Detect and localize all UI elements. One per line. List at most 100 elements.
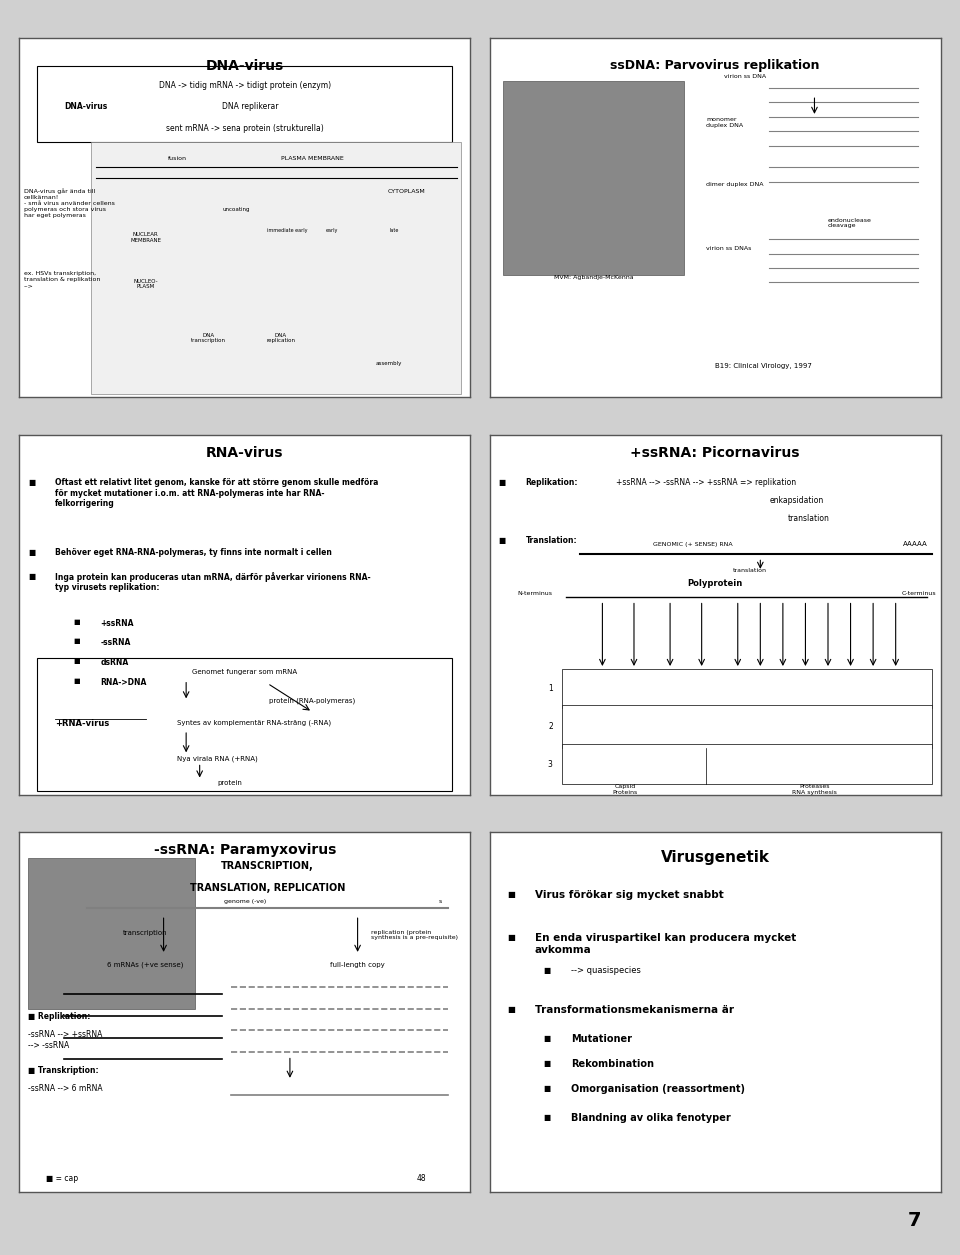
Text: protein (RNA-polymeras): protein (RNA-polymeras) <box>270 698 355 704</box>
Text: 3: 3 <box>548 759 553 769</box>
Text: NUCLEO-
PLASM: NUCLEO- PLASM <box>133 279 157 290</box>
FancyBboxPatch shape <box>91 142 462 394</box>
FancyBboxPatch shape <box>562 744 932 784</box>
Text: PLASMA MEMBRANE: PLASMA MEMBRANE <box>281 157 344 162</box>
Text: ■: ■ <box>28 548 36 557</box>
Text: Capsid
Proteins: Capsid Proteins <box>612 784 637 794</box>
Text: dsRNA: dsRNA <box>101 658 129 668</box>
FancyBboxPatch shape <box>28 857 195 1009</box>
Text: dimer duplex DNA: dimer duplex DNA <box>707 182 763 187</box>
Text: NUCLEAR
MEMBRANE: NUCLEAR MEMBRANE <box>130 232 161 242</box>
Text: ■: ■ <box>543 1084 551 1093</box>
Text: replication (protein
synthesis is a pre-requisite): replication (protein synthesis is a pre-… <box>372 930 458 940</box>
Text: ■: ■ <box>508 890 516 899</box>
Text: DNA
replication: DNA replication <box>266 333 296 344</box>
Text: ■: ■ <box>498 478 506 487</box>
Text: early: early <box>326 228 338 233</box>
Text: Rekombination: Rekombination <box>571 1059 654 1069</box>
Text: ■: ■ <box>28 572 36 581</box>
Text: DNA-virus går ända till
cellkärnan!
- små virus använder cellens
polymeras och s: DNA-virus går ända till cellkärnan! - sm… <box>24 188 114 217</box>
FancyBboxPatch shape <box>503 80 684 275</box>
Text: -ssRNA --> +ssRNA
--> -ssRNA: -ssRNA --> +ssRNA --> -ssRNA <box>28 1030 103 1049</box>
Text: GENOMIC (+ SENSE) RNA: GENOMIC (+ SENSE) RNA <box>653 542 732 547</box>
Text: +ssRNA: Picornavirus: +ssRNA: Picornavirus <box>631 446 800 459</box>
Text: ■: ■ <box>543 1034 551 1043</box>
Text: ■: ■ <box>508 1005 516 1014</box>
Text: uncoating: uncoating <box>222 207 250 212</box>
Text: monomer
duplex DNA: monomer duplex DNA <box>707 117 743 128</box>
Text: translation: translation <box>733 569 767 574</box>
Text: -ssRNA: Paramyxovirus: -ssRNA: Paramyxovirus <box>154 843 336 857</box>
Text: enkapsidation: enkapsidation <box>769 496 824 506</box>
Text: ■: ■ <box>543 1059 551 1068</box>
Text: MVM: Agbandje-McKenna: MVM: Agbandje-McKenna <box>554 275 634 280</box>
Text: DNA -> tidig mRNA -> tidigt protein (enzym): DNA -> tidig mRNA -> tidigt protein (enz… <box>158 80 331 90</box>
Text: TRANSLATION, REPLICATION: TRANSLATION, REPLICATION <box>190 882 345 892</box>
Text: late: late <box>389 228 398 233</box>
Text: s: s <box>439 900 442 905</box>
Text: --> quasispecies: --> quasispecies <box>571 965 640 975</box>
FancyBboxPatch shape <box>562 669 932 709</box>
Text: C-terminus: C-terminus <box>901 591 936 596</box>
Text: 7: 7 <box>908 1211 922 1230</box>
Text: ■: ■ <box>28 478 36 487</box>
Text: endonuclease
cleavage: endonuclease cleavage <box>828 217 872 228</box>
Text: DNA-virus: DNA-virus <box>205 59 284 73</box>
Text: Replikation:: Replikation: <box>526 478 578 487</box>
Text: ■: ■ <box>73 678 80 684</box>
Text: translation: translation <box>787 515 829 523</box>
Text: ■: ■ <box>73 658 80 664</box>
Text: ■: ■ <box>73 639 80 644</box>
Text: ■ Transkription:: ■ Transkription: <box>28 1067 99 1076</box>
Text: virion ss DNA: virion ss DNA <box>724 74 766 79</box>
Text: immediate early: immediate early <box>267 228 308 233</box>
Text: AAAAA: AAAAA <box>902 541 927 547</box>
Text: DNA-virus: DNA-virus <box>64 103 108 112</box>
Text: assembly: assembly <box>376 361 402 366</box>
Text: CYTOPLASM: CYTOPLASM <box>388 188 425 193</box>
Text: ■ = cap: ■ = cap <box>46 1175 79 1183</box>
Text: 48: 48 <box>417 1175 426 1183</box>
Text: TRANSCRIPTION,: TRANSCRIPTION, <box>221 861 314 871</box>
Text: Inga protein kan produceras utan mRNA, därför påverkar virionens RNA-
typ viruse: Inga protein kan produceras utan mRNA, d… <box>56 572 371 592</box>
Text: ■: ■ <box>543 1113 551 1122</box>
FancyBboxPatch shape <box>37 658 452 791</box>
Text: ■: ■ <box>73 619 80 625</box>
FancyBboxPatch shape <box>562 705 932 748</box>
Text: +ssRNA: +ssRNA <box>101 619 133 628</box>
Text: Blandning av olika fenotyper: Blandning av olika fenotyper <box>571 1113 731 1123</box>
Text: Syntes av komplementär RNA-sträng (-RNA): Syntes av komplementär RNA-sträng (-RNA) <box>177 719 331 725</box>
Text: ■ Replikation:: ■ Replikation: <box>28 1013 90 1022</box>
Text: 6 mRNAs (+ve sense): 6 mRNAs (+ve sense) <box>108 963 183 969</box>
Text: ■: ■ <box>498 536 506 545</box>
Text: sent mRNA -> sena protein (strukturella): sent mRNA -> sena protein (strukturella) <box>166 124 324 133</box>
FancyBboxPatch shape <box>37 67 452 142</box>
Text: RNA-virus: RNA-virus <box>206 446 283 459</box>
Text: ssDNA: Parvovirus replikation: ssDNA: Parvovirus replikation <box>611 59 820 73</box>
Text: Proteases
RNA synthesis: Proteases RNA synthesis <box>792 784 837 794</box>
Text: genome (-ve): genome (-ve) <box>224 900 266 905</box>
Text: Genomet fungerar som mRNA: Genomet fungerar som mRNA <box>192 669 298 675</box>
Text: DNA
transcription: DNA transcription <box>191 333 227 344</box>
Text: ■: ■ <box>543 965 551 975</box>
Text: Virusgenetik: Virusgenetik <box>660 851 770 866</box>
Text: 2: 2 <box>548 722 553 730</box>
Text: protein: protein <box>218 781 243 787</box>
Text: B19: Clinical Virology, 1997: B19: Clinical Virology, 1997 <box>715 363 812 369</box>
Text: 1: 1 <box>548 684 553 693</box>
Text: +RNA-virus: +RNA-virus <box>56 719 109 728</box>
Text: N-terminus: N-terminus <box>517 591 553 596</box>
Text: -ssRNA --> 6 mRNA: -ssRNA --> 6 mRNA <box>28 1084 103 1093</box>
Text: +ssRNA --> -ssRNA --> +ssRNA => replikation: +ssRNA --> -ssRNA --> +ssRNA => replikat… <box>616 478 796 487</box>
Text: Mutationer: Mutationer <box>571 1034 632 1044</box>
Text: Oftast ett relativt litet genom, kanske för att större genom skulle medföra
för : Oftast ett relativt litet genom, kanske … <box>56 478 378 508</box>
Text: RNA->DNA: RNA->DNA <box>101 678 147 686</box>
Text: Omorganisation (reassortment): Omorganisation (reassortment) <box>571 1084 745 1094</box>
Text: Transformationsmekanismerna är: Transformationsmekanismerna är <box>535 1005 733 1015</box>
Text: Translation:: Translation: <box>526 536 577 545</box>
Text: Behöver eget RNA-RNA-polymeras, ty finns inte normalt i cellen: Behöver eget RNA-RNA-polymeras, ty finns… <box>56 548 332 557</box>
Text: En enda viruspartikel kan producera mycket
avkomma: En enda viruspartikel kan producera myck… <box>535 934 796 955</box>
Text: ex. HSVs transkription,
translation & replikation
-->: ex. HSVs transkription, translation & re… <box>24 271 100 289</box>
Text: fusion: fusion <box>168 157 186 162</box>
Text: full-length copy: full-length copy <box>330 963 385 968</box>
